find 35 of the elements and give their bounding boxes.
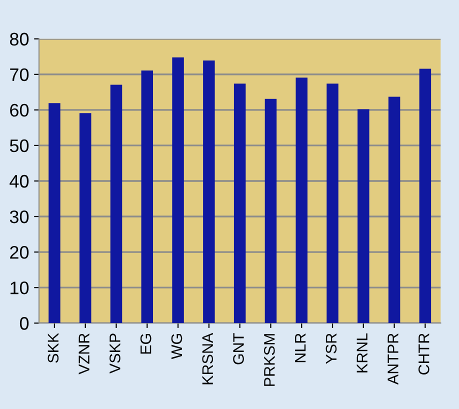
bar (203, 60, 215, 324)
bar (296, 78, 308, 324)
bar (172, 57, 184, 324)
x-tick-label: CHTR (418, 334, 430, 374)
bar (110, 84, 122, 324)
x-tick-label: KRSNA (202, 332, 214, 384)
bar (234, 84, 246, 324)
bar (358, 109, 370, 324)
y-tick-label: 70 (10, 68, 29, 82)
x-tick-label: VZNR (78, 334, 90, 374)
y-tick-label: 50 (10, 139, 29, 152)
y-tick-label: 20 (10, 246, 29, 259)
x-tick-label: VSKP (110, 334, 120, 374)
y-tick-label: 60 (10, 104, 29, 117)
x-tick-label: NLR (295, 334, 306, 362)
x-tick-label: KRNL (356, 333, 368, 372)
x-tick-label: PRKSM (264, 334, 275, 386)
x-tick-label: GNT (233, 333, 244, 364)
y-tick-label: 0 (20, 317, 29, 330)
x-tick-label: EG (140, 334, 152, 354)
y-tick-label: 30 (10, 210, 29, 224)
bar (141, 70, 154, 324)
x-tick-label: WG (171, 334, 182, 360)
y-tick-label: 80 (10, 32, 29, 46)
bar (388, 96, 400, 324)
x-tick-label: SKK (48, 333, 59, 363)
x-tick-label: ANTPR (388, 334, 398, 385)
y-tick-label: 40 (10, 174, 29, 188)
bar (79, 113, 92, 324)
x-tick-label: YSR (326, 334, 337, 364)
bar (326, 84, 338, 324)
bar (419, 68, 432, 324)
y-tick-label: 10 (10, 282, 29, 294)
bar (48, 103, 60, 324)
bar (264, 98, 277, 324)
